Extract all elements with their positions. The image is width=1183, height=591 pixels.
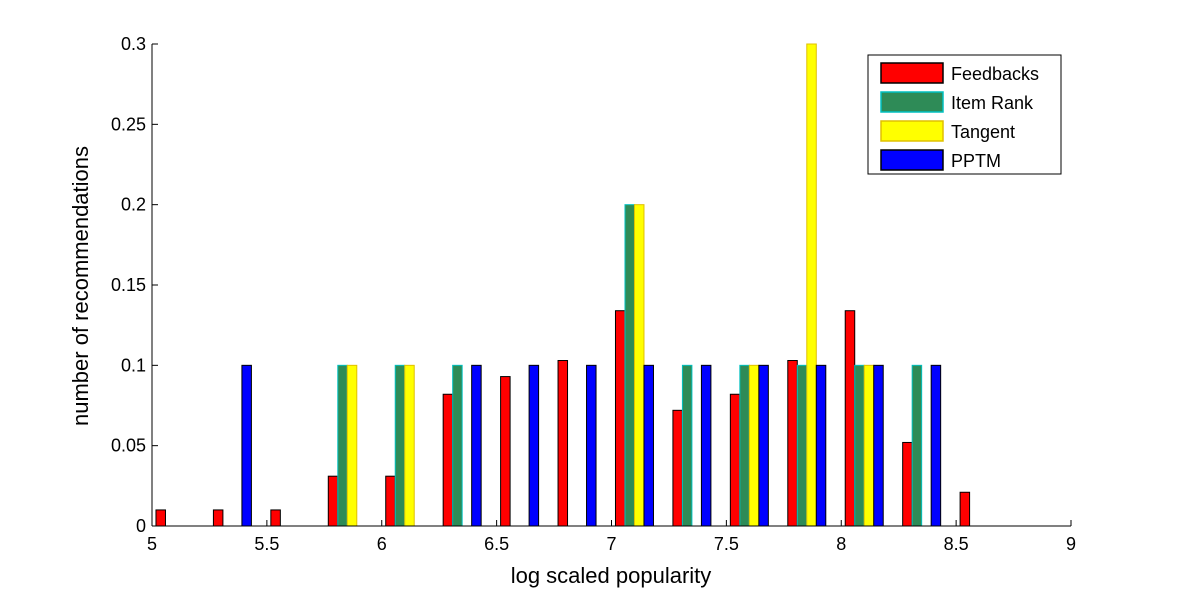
bar-item-rank [624,204,635,527]
y-tick-label: 0.3 [121,34,146,54]
y-axis-title: number of recommendations [68,146,93,426]
bar-pptm [471,364,482,527]
bar-feedbacks [959,491,971,527]
bar-item-rank [739,364,750,527]
bar-feedbacks [327,475,339,527]
bar-tangent [346,364,358,527]
legend-swatch [880,91,944,113]
bar-pptm [815,364,827,527]
bar-feedbacks [442,393,454,527]
bar-feedbacks [155,509,166,527]
bar-item-rank [452,364,463,527]
legend: Feedbacks Item Rank Tangent PPTM [867,54,1062,175]
bar-pptm [700,364,712,527]
bar-feedbacks [385,475,396,527]
bar-item-rank [681,364,693,527]
bar-item-rank [854,364,865,527]
bar-tangent [863,364,875,527]
x-tick-label: 9 [1066,534,1076,554]
legend-swatch [880,120,944,142]
bar-feedbacks [270,509,281,527]
bar-item-rank [911,364,923,527]
bar-pptm [528,364,540,527]
legend-swatch [880,149,944,171]
bar-pptm [643,364,654,527]
bar-tangent [633,204,645,527]
y-tick-label: 0 [136,516,146,536]
bar-tangent [748,364,760,527]
bar-feedbacks [500,376,511,527]
bar-feedbacks [729,393,741,527]
legend-label: PPTM [951,151,1001,171]
y-tick-label: 0.25 [111,114,146,134]
bar-pptm [930,364,942,527]
x-tick-label: 5 [147,534,157,554]
x-tick-label: 6.5 [484,534,509,554]
bars [155,43,971,527]
bar-feedbacks [902,441,913,527]
axes [151,43,1072,527]
x-tick-label: 5.5 [254,534,279,554]
bar-feedbacks [212,509,224,527]
x-tick-label: 7.5 [714,534,739,554]
bar-feedbacks [672,409,683,527]
legend-label: Item Rank [951,93,1034,113]
bar-pptm [873,364,884,527]
x-tick-label: 6 [377,534,387,554]
legend-swatch [880,62,944,84]
y-tick-label: 0.05 [111,436,146,456]
bar-item-rank [337,364,348,527]
x-tick-label: 8 [836,534,846,554]
bar-pptm [241,364,252,527]
x-tick-label: 8.5 [944,534,969,554]
x-tick-label: 7 [606,534,616,554]
bar-feedbacks [787,360,798,527]
x-axis-title: log scaled popularity [511,563,712,588]
bar-feedbacks [557,360,569,527]
bar-tangent [404,364,415,527]
bar-feedbacks [614,310,626,527]
bar-feedbacks [844,310,856,527]
bar-item-rank [796,364,808,527]
bar-tangent [806,43,817,527]
legend-label: Tangent [951,122,1015,142]
bar-item-rank [394,364,406,527]
bar-pptm [586,364,597,527]
legend-label: Feedbacks [951,64,1039,84]
bar-pptm [758,364,769,527]
tick-labels: 5 5.5 6 6.5 7 7.5 8 8.5 9 0 0.05 0.1 0.15 0.2 0.25 0.3 [111,34,1076,554]
y-tick-label: 0.1 [121,355,146,375]
y-tick-label: 0.15 [111,275,146,295]
y-tick-label: 0.2 [121,195,146,215]
